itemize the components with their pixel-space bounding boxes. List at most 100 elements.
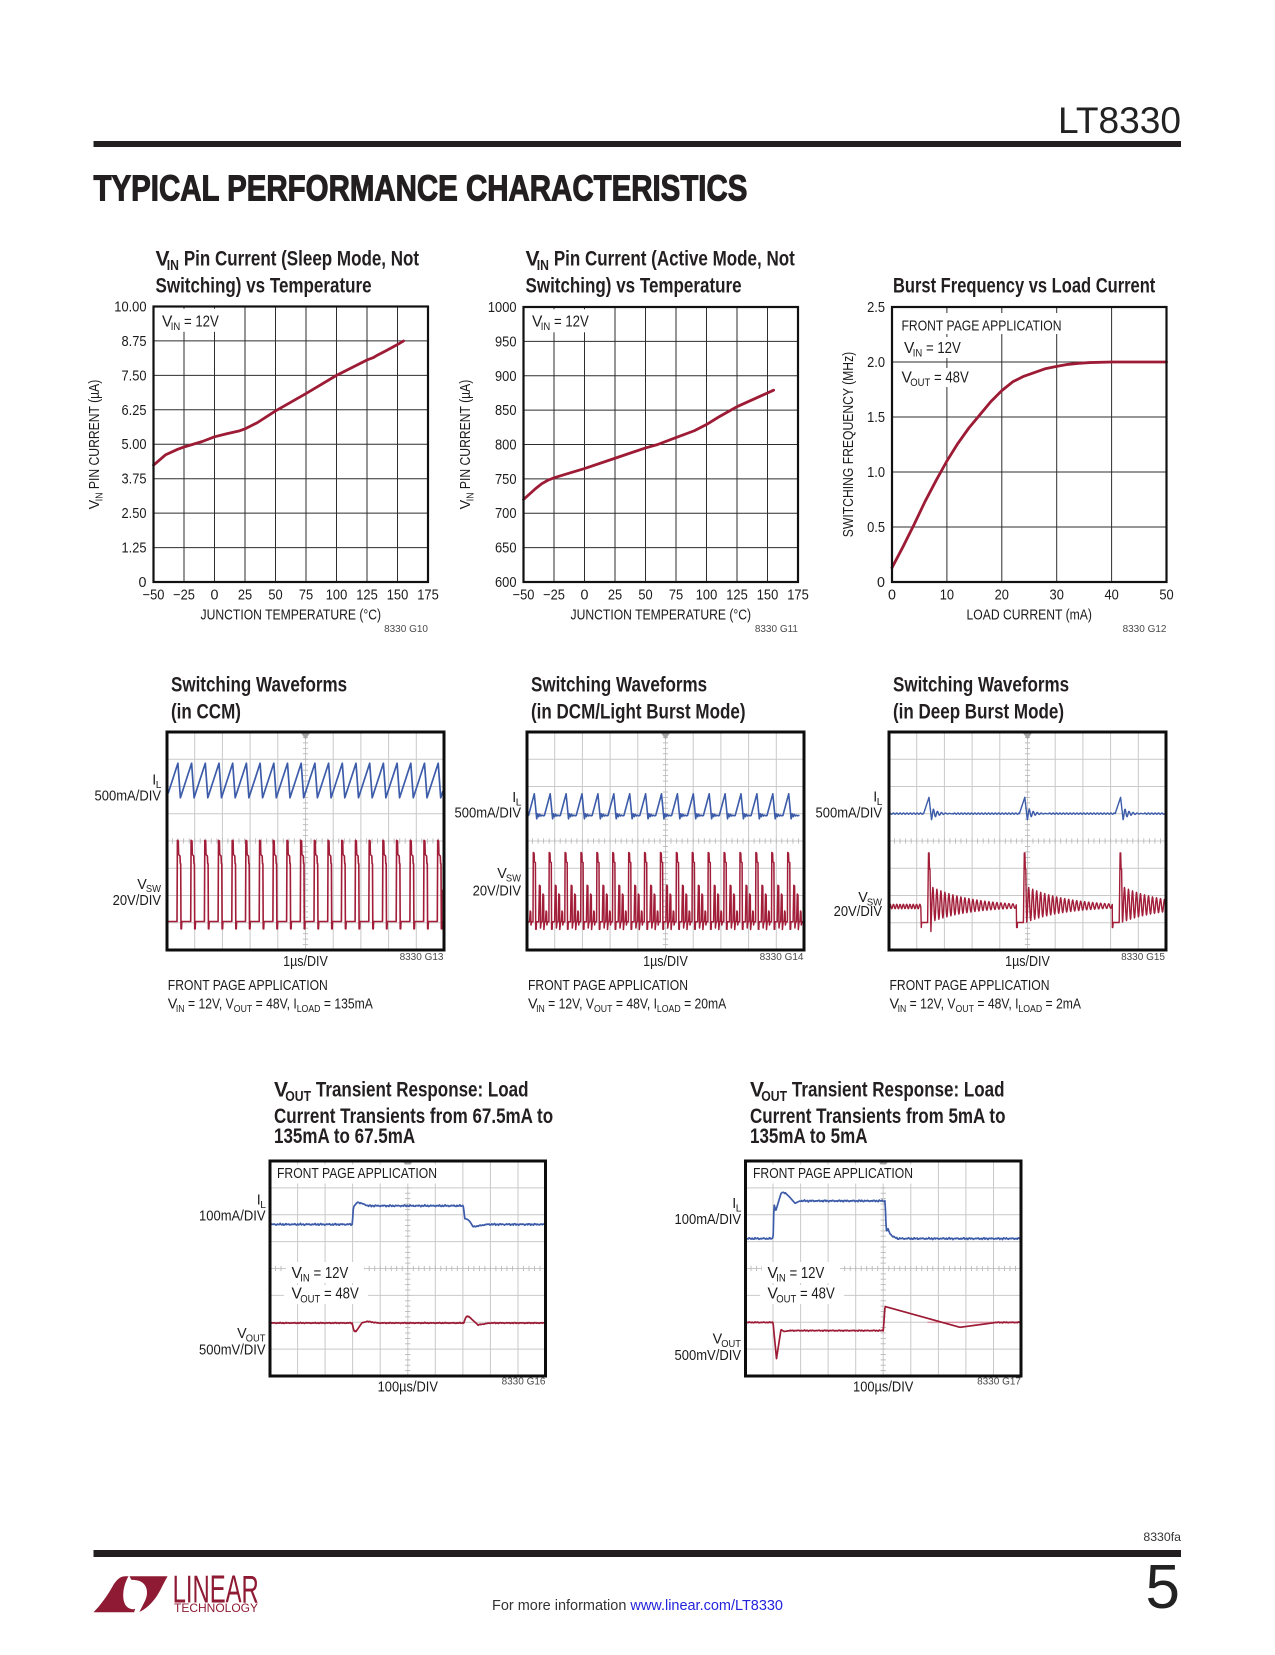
svg-text:150: 150 <box>757 588 779 604</box>
svg-text:OUT: OUT <box>285 1088 311 1105</box>
svg-text:IN: IN <box>541 321 551 333</box>
svg-text:V: V <box>87 499 103 509</box>
svg-text:500mV/DIV: 500mV/DIV <box>675 1348 742 1364</box>
svg-text:= 12V, V: = 12V, V <box>545 996 595 1012</box>
svg-text:1µs/DIV: 1µs/DIV <box>643 954 688 970</box>
svg-text:125: 125 <box>356 588 378 604</box>
svg-text:8.75: 8.75 <box>122 334 147 350</box>
svg-text:Transient Response: Load: Transient Response: Load <box>311 1079 528 1102</box>
svg-text:LOAD: LOAD <box>297 1004 321 1015</box>
svg-text:V: V <box>292 1286 303 1303</box>
svg-text:PIN CURRENT (µA): PIN CURRENT (µA) <box>458 380 474 493</box>
svg-text:= 12V, V: = 12V, V <box>185 996 235 1012</box>
svg-text:L: L <box>736 1203 742 1214</box>
svg-text:0: 0 <box>139 575 147 591</box>
svg-text:8330 G14: 8330 G14 <box>760 952 804 963</box>
svg-text:600: 600 <box>495 575 517 591</box>
svg-text:Switching Waveforms: Switching Waveforms <box>893 674 1069 697</box>
svg-text:JUNCTION TEMPERATURE (°C): JUNCTION TEMPERATURE (°C) <box>201 608 382 624</box>
svg-text:www.linear.com/LT8330: www.linear.com/LT8330 <box>629 1597 783 1614</box>
svg-text:(in Deep Burst Mode): (in Deep Burst Mode) <box>893 701 1064 724</box>
svg-text:= 48V: = 48V <box>930 370 969 387</box>
svg-text:JUNCTION TEMPERATURE (°C): JUNCTION TEMPERATURE (°C) <box>571 608 752 624</box>
svg-text:500mA/DIV: 500mA/DIV <box>95 789 162 805</box>
svg-text:0: 0 <box>211 588 219 604</box>
svg-text:LT8330: LT8330 <box>1058 99 1181 141</box>
svg-text:L: L <box>877 797 883 808</box>
svg-text:L: L <box>260 1200 266 1211</box>
svg-text:OUT: OUT <box>910 377 930 389</box>
svg-text:OUT: OUT <box>594 1004 613 1015</box>
svg-text:2.0: 2.0 <box>867 355 885 371</box>
svg-text:175: 175 <box>787 588 809 604</box>
svg-text:125: 125 <box>726 588 748 604</box>
svg-text:Switching Waveforms: Switching Waveforms <box>531 674 707 697</box>
svg-text:OUT: OUT <box>776 1293 796 1305</box>
svg-text:FRONT PAGE APPLICATION: FRONT PAGE APPLICATION <box>168 978 328 994</box>
svg-text:500mA/DIV: 500mA/DIV <box>455 806 522 822</box>
svg-text:V: V <box>713 1332 723 1348</box>
svg-text:Current Transients from 67.5mA: Current Transients from 67.5mA to <box>274 1105 553 1128</box>
svg-text:100mA/DIV: 100mA/DIV <box>675 1212 742 1228</box>
svg-text:−50: −50 <box>513 588 535 604</box>
svg-text:IN: IN <box>913 348 923 360</box>
svg-text:8330 G13: 8330 G13 <box>400 952 444 963</box>
svg-text:SW: SW <box>506 873 521 884</box>
svg-text:OUT: OUT <box>300 1293 320 1305</box>
svg-text:V: V <box>237 1326 247 1342</box>
svg-text:75: 75 <box>299 588 313 604</box>
svg-text:1.25: 1.25 <box>122 541 147 557</box>
svg-text:OUT: OUT <box>246 1333 266 1344</box>
svg-text:OUT: OUT <box>721 1339 741 1350</box>
svg-text:FRONT PAGE APPLICATION: FRONT PAGE APPLICATION <box>277 1166 437 1182</box>
svg-text:TYPICAL PERFORMANCE CHARACTERI: TYPICAL PERFORMANCE CHARACTERISTICS <box>94 168 748 209</box>
svg-text:V: V <box>137 877 147 893</box>
svg-text:−50: −50 <box>143 588 165 604</box>
svg-text:175: 175 <box>417 588 439 604</box>
svg-text:(in CCM): (in CCM) <box>171 701 241 724</box>
svg-text:5: 5 <box>1146 1553 1180 1622</box>
svg-text:IN: IN <box>94 493 105 502</box>
svg-text:IN: IN <box>776 1273 786 1285</box>
svg-text:V: V <box>526 248 540 271</box>
svg-text:3.75: 3.75 <box>122 472 147 488</box>
svg-text:TECHNOLOGY: TECHNOLOGY <box>174 1601 258 1615</box>
svg-text:1000: 1000 <box>488 300 517 316</box>
svg-text:V: V <box>156 248 170 271</box>
svg-text:LOAD: LOAD <box>657 1004 681 1015</box>
svg-text:L: L <box>156 780 162 791</box>
svg-text:50: 50 <box>268 588 282 604</box>
svg-text:100µs/DIV: 100µs/DIV <box>378 1380 439 1396</box>
svg-text:8330 G15: 8330 G15 <box>1121 952 1165 963</box>
svg-text:50: 50 <box>638 588 652 604</box>
svg-text:OUT: OUT <box>234 1004 253 1015</box>
svg-text:20V/DIV: 20V/DIV <box>473 884 522 900</box>
svg-text:650: 650 <box>495 541 517 557</box>
svg-text:75: 75 <box>669 588 683 604</box>
svg-text:20: 20 <box>995 588 1009 604</box>
svg-text:100µs/DIV: 100µs/DIV <box>853 1380 914 1396</box>
svg-text:1.0: 1.0 <box>867 465 885 481</box>
svg-text:135mA to 67.5mA: 135mA to 67.5mA <box>274 1125 415 1148</box>
svg-text:FRONT PAGE APPLICATION: FRONT PAGE APPLICATION <box>753 1166 913 1182</box>
svg-text:SWITCHING FREQUENCY (MHz): SWITCHING FREQUENCY (MHz) <box>841 352 857 537</box>
svg-text:100: 100 <box>696 588 718 604</box>
svg-text:I: I <box>512 790 516 806</box>
svg-text:100mA/DIV: 100mA/DIV <box>199 1209 266 1225</box>
svg-text:V: V <box>168 996 178 1012</box>
svg-text:OUT: OUT <box>956 1004 975 1015</box>
svg-text:50: 50 <box>1159 588 1173 604</box>
svg-text:IN: IN <box>176 1004 185 1015</box>
svg-text:800: 800 <box>495 438 517 454</box>
svg-text:V: V <box>890 996 900 1012</box>
svg-text:25: 25 <box>608 588 622 604</box>
svg-text:L: L <box>516 797 522 808</box>
svg-text:IN: IN <box>536 1004 545 1015</box>
svg-text:= 12V: = 12V <box>310 1265 349 1282</box>
svg-text:25: 25 <box>238 588 252 604</box>
svg-text:100: 100 <box>326 588 348 604</box>
svg-text:2.50: 2.50 <box>122 506 147 522</box>
svg-text:V: V <box>162 313 173 330</box>
svg-text:IN: IN <box>167 257 179 274</box>
svg-text:LOAD: LOAD <box>1018 1004 1042 1015</box>
